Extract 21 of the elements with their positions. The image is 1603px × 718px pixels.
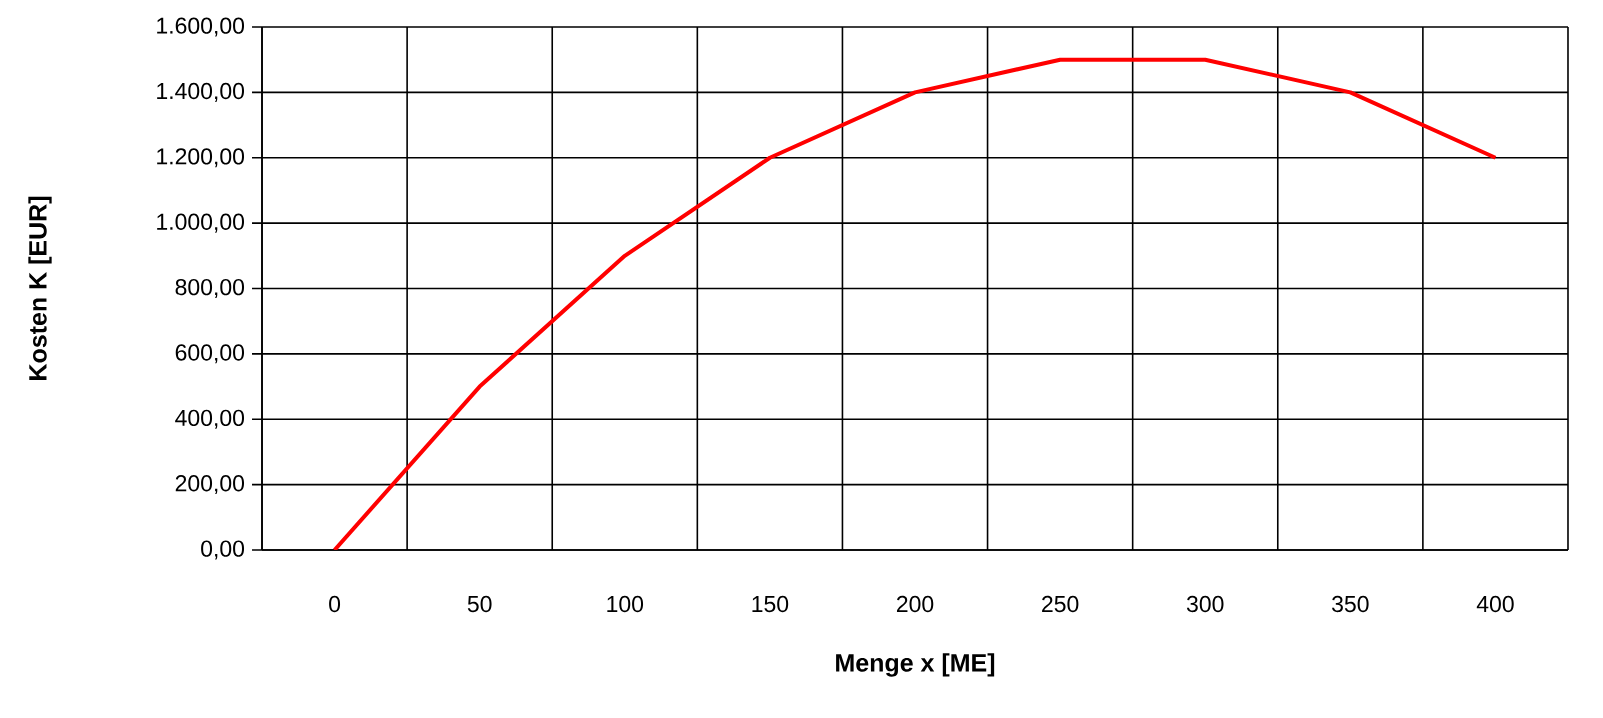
y-axis-title: Kosten K [EUR] bbox=[28, 196, 52, 380]
y-tick-label: 1.600,00 bbox=[157, 17, 245, 37]
y-tick-label: 0,00 bbox=[201, 540, 245, 560]
x-tick-label: 150 bbox=[752, 595, 789, 613]
y-tick-label: 1.200,00 bbox=[157, 148, 245, 168]
y-tick-label: 1.400,00 bbox=[157, 82, 245, 102]
x-tick-label: 250 bbox=[1042, 595, 1079, 613]
y-tick-label: 800,00 bbox=[175, 278, 245, 298]
x-tick-label: 50 bbox=[467, 595, 492, 613]
x-tick-label: 100 bbox=[607, 595, 644, 613]
y-tick-label: 1.000,00 bbox=[157, 213, 245, 233]
y-tick-label: 400,00 bbox=[175, 409, 245, 429]
x-tick-label: 300 bbox=[1186, 595, 1224, 613]
x-axis-title: Menge x [ME] bbox=[836, 653, 995, 677]
x-tick-label: 0 bbox=[329, 595, 341, 613]
y-tick-label: 600,00 bbox=[175, 344, 245, 364]
line-series bbox=[332, 57, 1498, 550]
x-tick-label: 350 bbox=[1332, 595, 1369, 613]
x-tick-label: 400 bbox=[1476, 595, 1514, 613]
x-tick-label: 200 bbox=[896, 595, 934, 613]
y-tick-label: 200,00 bbox=[175, 475, 245, 495]
